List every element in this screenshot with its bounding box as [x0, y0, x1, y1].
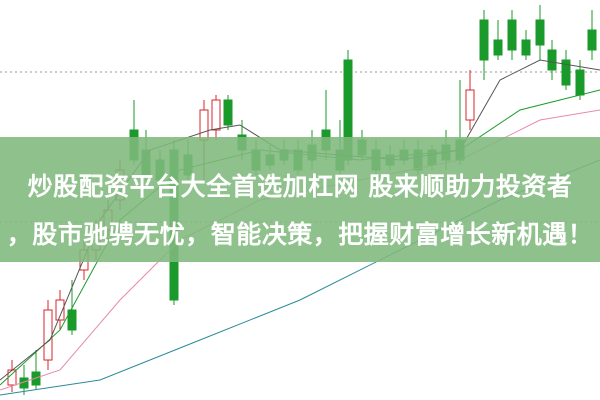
up-candle	[43, 309, 53, 361]
title-line-2: ，股市驰骋无忧，智能决策，把握财富增长新机遇！	[6, 220, 594, 249]
down-candle	[575, 69, 585, 96]
down-candle	[535, 19, 545, 46]
up-candle	[465, 89, 475, 121]
up-candle	[55, 299, 65, 321]
title-line-1: 炒股配资平台大全首选加杠网 股来顺助力投资者	[27, 172, 573, 201]
down-candle	[521, 39, 531, 56]
up-candle	[211, 99, 221, 131]
down-candle	[561, 59, 571, 86]
down-candle	[67, 309, 77, 331]
down-candle	[547, 49, 557, 71]
down-candle	[223, 99, 233, 126]
up-candle	[199, 109, 209, 141]
title-banner: 炒股配资平台大全首选加杠网 股来顺助力投资者 ，股市驰骋无忧，智能决策，把握财富…	[0, 137, 600, 262]
down-candle	[587, 29, 597, 51]
down-candle	[493, 39, 503, 56]
down-candle	[507, 19, 517, 51]
down-candle	[479, 19, 489, 61]
